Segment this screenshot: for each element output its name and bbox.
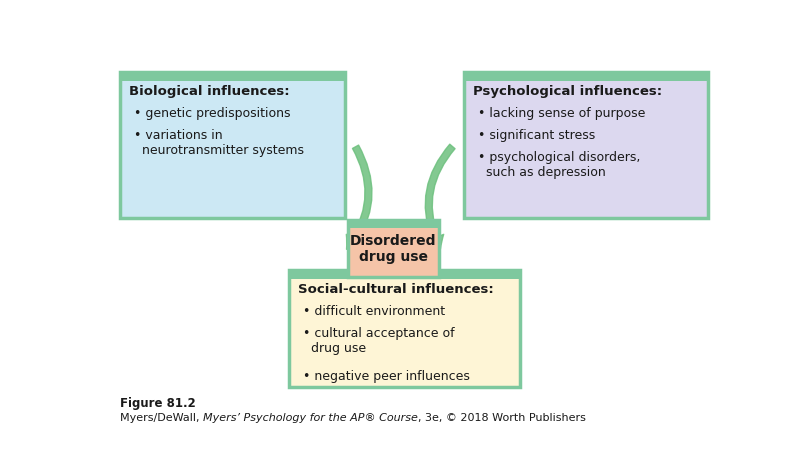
FancyArrowPatch shape <box>395 263 410 278</box>
Text: Myers/DeWall,: Myers/DeWall, <box>119 413 203 423</box>
Text: , 3e, © 2018 Worth Publishers: , 3e, © 2018 Worth Publishers <box>417 413 585 423</box>
FancyBboxPatch shape <box>289 270 520 387</box>
Text: • genetic predispositions: • genetic predispositions <box>134 107 291 119</box>
Text: Psychological influences:: Psychological influences: <box>473 85 662 98</box>
Text: Myers’ Psychology for the AP® Course: Myers’ Psychology for the AP® Course <box>203 413 417 423</box>
FancyBboxPatch shape <box>348 220 439 228</box>
FancyBboxPatch shape <box>119 72 345 218</box>
Text: • significant stress: • significant stress <box>478 129 596 141</box>
Text: Disordered
drug use: Disordered drug use <box>350 234 437 264</box>
FancyBboxPatch shape <box>463 72 708 81</box>
Text: • cultural acceptance of
  drug use: • cultural acceptance of drug use <box>303 327 454 355</box>
FancyBboxPatch shape <box>463 72 708 218</box>
Text: • difficult environment: • difficult environment <box>303 305 445 317</box>
Text: • negative peer influences: • negative peer influences <box>303 370 470 384</box>
Text: • lacking sense of purpose: • lacking sense of purpose <box>478 107 646 119</box>
FancyBboxPatch shape <box>348 220 439 277</box>
FancyBboxPatch shape <box>289 270 520 279</box>
FancyArrowPatch shape <box>346 145 372 249</box>
FancyArrowPatch shape <box>425 144 455 249</box>
FancyBboxPatch shape <box>119 72 345 81</box>
Text: Biological influences:: Biological influences: <box>129 85 290 98</box>
Text: Social-cultural influences:: Social-cultural influences: <box>298 283 494 296</box>
Text: Figure 81.2: Figure 81.2 <box>119 397 195 410</box>
Text: • psychological disorders,
  such as depression: • psychological disorders, such as depre… <box>478 150 641 178</box>
Text: • variations in
  neurotransmitter systems: • variations in neurotransmitter systems <box>134 129 304 157</box>
